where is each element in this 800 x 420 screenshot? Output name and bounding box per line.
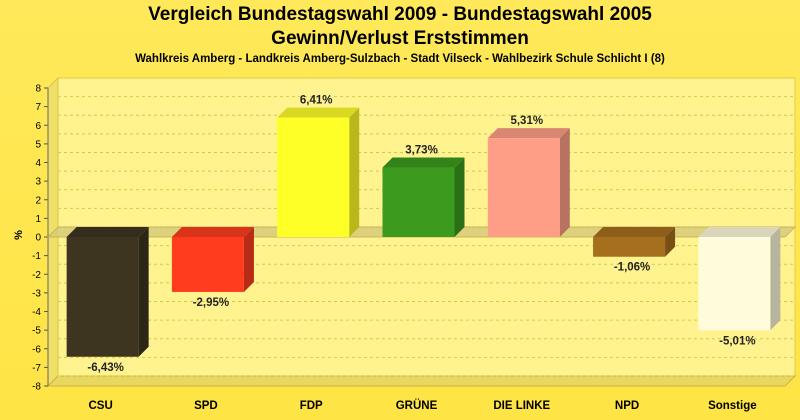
bar <box>66 237 139 357</box>
y-tick-label: 5 <box>35 139 41 150</box>
bar-top <box>487 128 570 139</box>
bar-side <box>349 107 360 238</box>
y-axis-label: % <box>13 230 25 240</box>
bar <box>382 167 455 237</box>
y-tick-label: -7 <box>32 363 41 374</box>
y-tick-label: -8 <box>32 382 41 393</box>
y-tick-label: -5 <box>32 326 41 337</box>
bar-side <box>770 227 781 331</box>
y-tick-label: -4 <box>32 307 41 318</box>
y-tick-label: 4 <box>35 158 41 169</box>
x-tick-label: SPD <box>194 400 218 412</box>
bar-top <box>698 227 781 237</box>
bar <box>487 138 560 237</box>
bar <box>277 117 350 237</box>
y-tick-label: 6 <box>35 121 41 132</box>
bar <box>593 237 666 257</box>
bar-top <box>593 227 676 237</box>
chart-subtitle: Wahlkreis Amberg - Landkreis Amberg-Sulz… <box>135 53 665 65</box>
y-tick-label: 2 <box>35 195 41 206</box>
data-label: 3,73% <box>405 145 438 157</box>
bar-top <box>66 227 149 237</box>
y-tick-label: 1 <box>35 214 41 225</box>
bar-side <box>559 128 570 237</box>
y-tick-label: -2 <box>32 270 41 281</box>
x-tick-label: NPD <box>615 400 639 412</box>
x-tick-label: Sonstige <box>708 400 757 412</box>
bar <box>698 237 771 331</box>
data-label: 5,31% <box>510 115 543 127</box>
data-label: 6,41% <box>300 95 333 107</box>
bar-side <box>138 227 149 357</box>
chart-title-line-2: Gewinn/Verlust Erststimmen <box>271 28 529 49</box>
bar-top <box>277 107 360 118</box>
bar-side <box>454 157 465 237</box>
bar-top <box>171 227 254 237</box>
data-label: -1,06% <box>614 262 650 274</box>
x-tick-label: FDP <box>300 400 323 412</box>
y-tick-label: -3 <box>32 288 41 299</box>
y-tick-label: 0 <box>35 233 41 244</box>
x-tick-label: DIE LINKE <box>493 400 550 412</box>
data-label: -6,43% <box>87 362 123 374</box>
y-tick-label: -6 <box>32 344 41 355</box>
y-tick-label: 7 <box>35 102 41 113</box>
y-tick-label: 8 <box>35 84 41 95</box>
bar-side <box>665 227 676 257</box>
data-label: -5,01% <box>719 335 755 347</box>
plot-floor <box>46 375 797 387</box>
y-tick-label: 3 <box>35 177 41 188</box>
bar-top <box>382 157 465 168</box>
data-label: -2,95% <box>193 297 229 309</box>
bar-side <box>243 227 254 292</box>
bar <box>171 237 244 292</box>
x-tick-label: GRÜNE <box>396 399 438 412</box>
chart-title: Vergleich Bundestagswahl 2009 - Bundesta… <box>148 4 652 25</box>
y-tick-label: -1 <box>32 251 41 262</box>
x-tick-label: CSU <box>89 400 113 412</box>
